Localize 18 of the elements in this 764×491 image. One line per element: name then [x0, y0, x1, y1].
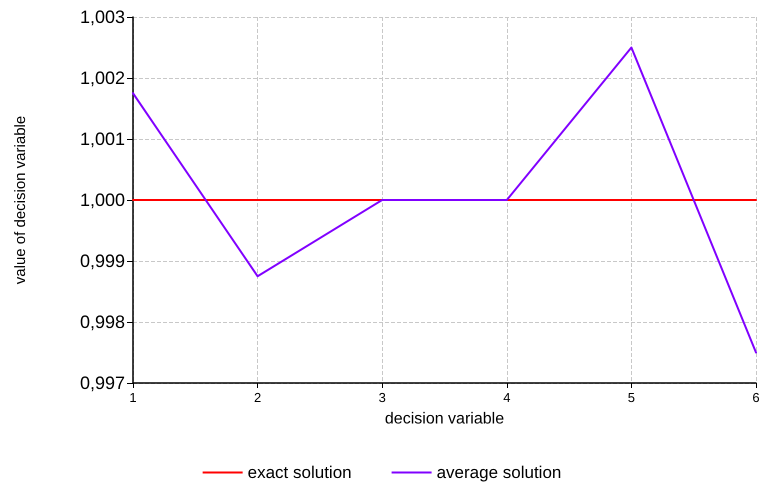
y-tick-label: 1,000 — [80, 190, 125, 210]
x-tick-label: 6 — [752, 390, 760, 405]
y-tick-label: 0,998 — [80, 312, 125, 332]
y-tick-label: 1,001 — [80, 129, 125, 149]
y-tick-label: 0,997 — [80, 373, 125, 393]
line-series — [132, 46, 757, 354]
legend-label: exact solution — [248, 463, 352, 482]
x-tick-label: 1 — [129, 390, 137, 405]
y-tick-label: 1,003 — [80, 7, 125, 27]
y-tick-label: 0,999 — [80, 251, 125, 271]
x-tick-label: 4 — [503, 390, 510, 405]
y-tick-label: 1,002 — [80, 68, 125, 88]
x-tick-label: 5 — [628, 390, 636, 405]
y-axis-title: value of decision variable — [12, 116, 29, 284]
x-axis-title: decision variable — [384, 410, 504, 428]
x-tick-label: 3 — [378, 390, 386, 405]
legend-label: average solution — [436, 463, 562, 482]
x-tick-label: 2 — [254, 390, 262, 405]
